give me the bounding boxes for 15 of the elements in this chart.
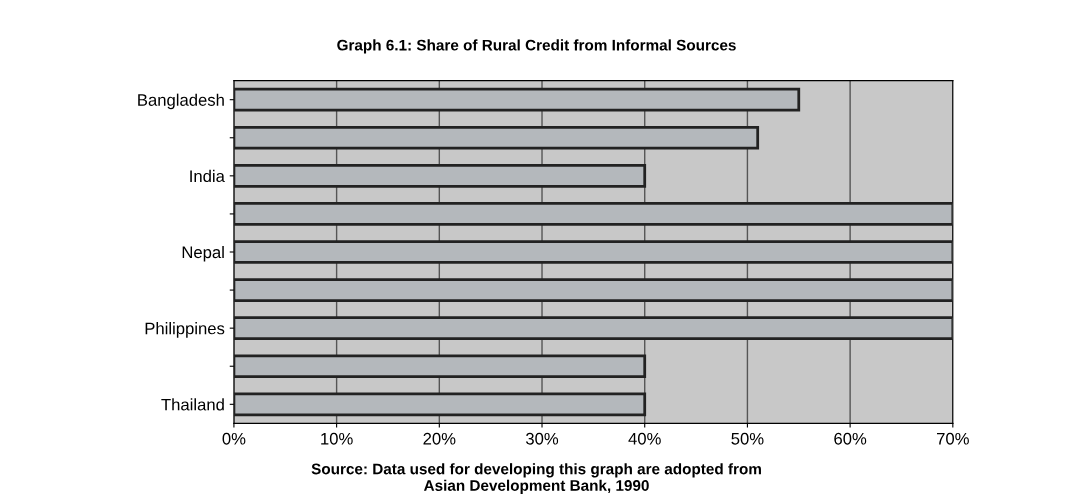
x-tick-label: 50% xyxy=(731,432,764,445)
source-note: Source: Data used for developing this graph are adopted from Asian Development Bank, 1990 xyxy=(311,463,761,494)
y-tick-label: Bangladesh xyxy=(138,93,224,110)
y-tick-label: Thailand xyxy=(161,398,224,411)
x-tick-label: 0% xyxy=(222,432,246,445)
x-tick-label: 60% xyxy=(834,432,867,445)
x-tick-label: 40% xyxy=(628,432,661,445)
y-tick-label: Nepal xyxy=(182,245,224,262)
y-tick-label: Philippines xyxy=(145,322,225,338)
x-tick-label: 10% xyxy=(321,432,353,445)
y-tick-label: India xyxy=(190,169,225,183)
x-tick-label: 30% xyxy=(525,432,559,445)
x-tick-label: 20% xyxy=(423,432,456,445)
chart-title: Graph 6.1: Share of Rural Credit from Informal Sources xyxy=(337,39,736,54)
x-tick-label: 70% xyxy=(937,432,969,445)
